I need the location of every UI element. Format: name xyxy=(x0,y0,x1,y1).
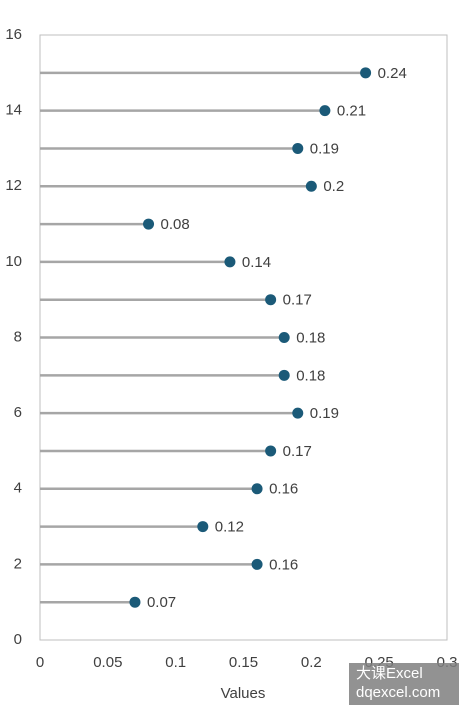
point xyxy=(265,294,277,306)
x-tick-label: 0.15 xyxy=(229,654,258,671)
data-label: 0.17 xyxy=(283,292,312,309)
y-tick-label: 6 xyxy=(14,404,22,421)
point xyxy=(360,67,372,79)
point xyxy=(278,369,290,381)
x-tick-label: 0.05 xyxy=(93,654,122,671)
point xyxy=(278,332,290,343)
point xyxy=(292,142,304,154)
point xyxy=(251,558,263,570)
y-tick-label: 0 xyxy=(14,631,22,648)
point xyxy=(305,180,317,192)
y-tick-label: 14 xyxy=(5,102,22,119)
watermark: 大课Excel dqexcel.com xyxy=(349,663,459,705)
data-label: 0.19 xyxy=(310,140,339,157)
watermark-bg xyxy=(349,663,459,705)
point xyxy=(129,596,141,608)
point xyxy=(197,521,209,533)
point xyxy=(143,218,155,230)
y-tick-label: 8 xyxy=(14,328,22,345)
data-label: 0.17 xyxy=(283,443,312,460)
data-label: 0.14 xyxy=(242,254,271,271)
point xyxy=(224,256,236,268)
data-label: 0.07 xyxy=(147,594,176,611)
point xyxy=(265,445,277,457)
x-tick-label: 0 xyxy=(36,654,44,671)
x-axis-label: Values xyxy=(221,685,266,702)
data-label: 0.18 xyxy=(296,329,325,346)
data-label: 0.18 xyxy=(296,367,325,384)
data-label: 0.08 xyxy=(161,216,190,233)
y-tick-label: 10 xyxy=(5,253,22,270)
point xyxy=(292,407,304,419)
data-label: 0.24 xyxy=(378,65,407,82)
data-label: 0.12 xyxy=(215,519,244,536)
watermark-text: dqexcel.com xyxy=(356,684,440,701)
data-label: 0.21 xyxy=(337,103,366,120)
watermark-text: 大课Excel xyxy=(356,665,423,682)
y-tick-label: 2 xyxy=(14,555,22,572)
data-label: 0.19 xyxy=(310,405,339,422)
data-label: 0.16 xyxy=(269,481,298,498)
y-tick-label: 12 xyxy=(5,177,22,194)
point xyxy=(251,483,263,495)
data-label: 0.16 xyxy=(269,556,298,573)
point xyxy=(319,105,331,117)
data-label: 0.2 xyxy=(323,178,344,195)
x-tick-label: 0.1 xyxy=(165,654,186,671)
y-tick-label: 16 xyxy=(5,26,22,43)
x-tick-label: 0.2 xyxy=(301,654,322,671)
y-tick-label: 4 xyxy=(14,480,22,497)
